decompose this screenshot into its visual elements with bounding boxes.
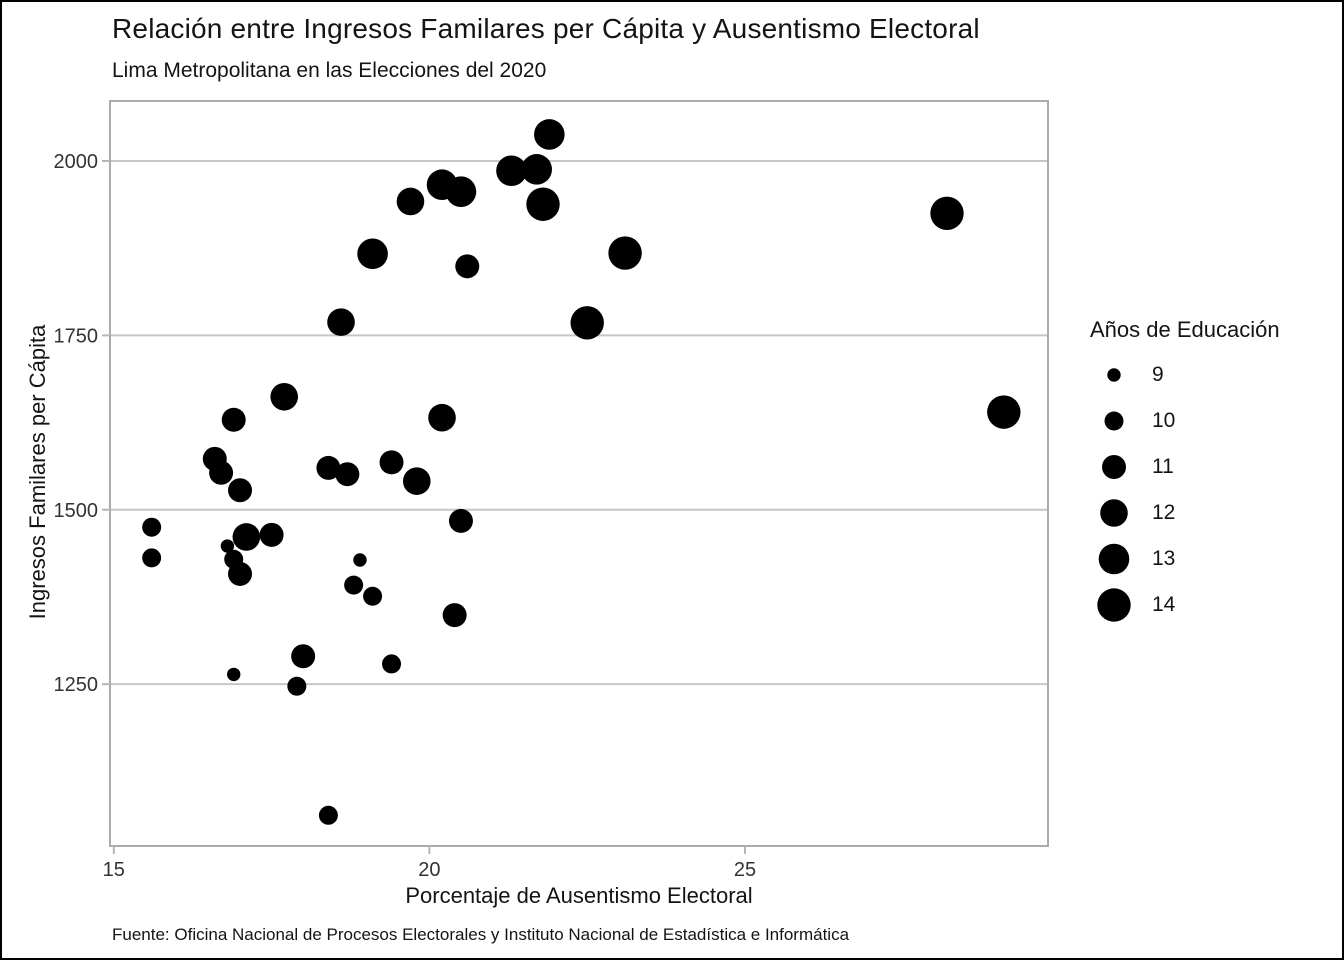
data-point (379, 450, 404, 475)
x-tick-label: 15 (103, 859, 125, 881)
legend-dot-icon (1104, 411, 1124, 431)
data-point (353, 553, 367, 567)
legend-dot-icon (1098, 543, 1130, 575)
legend: Años de Educación 9 10 11 12 13 14 (1090, 317, 1280, 628)
legend-size-swatch (1097, 588, 1131, 622)
legend-dot-icon (1102, 455, 1126, 479)
data-point (291, 644, 316, 669)
data-point (396, 187, 425, 216)
panel-border (109, 100, 1049, 847)
data-point (455, 254, 480, 279)
data-point (344, 575, 364, 595)
x-tick-label: 20 (418, 859, 440, 881)
data-point (442, 603, 467, 628)
data-point (220, 539, 235, 553)
data-point (221, 407, 246, 432)
data-point (327, 308, 355, 336)
y-tick-label: 1500 (54, 500, 99, 522)
data-point (232, 523, 261, 551)
data-point (270, 382, 299, 411)
chart-title: Relación entre Ingresos Familares per Cá… (112, 13, 980, 44)
data-point (209, 460, 234, 485)
data-point (228, 478, 253, 503)
legend-dot-icon (1107, 368, 1121, 382)
x-axis-title: Porcentaje de Ausentismo Electoral (405, 883, 753, 908)
data-point (335, 462, 360, 487)
data-point (987, 395, 1021, 429)
data-point (402, 467, 431, 495)
data-point (357, 238, 388, 270)
data-point (570, 306, 604, 340)
legend-label: 13 (1152, 547, 1176, 570)
data-point (521, 154, 553, 185)
legend-row: 10 (1090, 398, 1280, 444)
data-point (526, 187, 560, 221)
legend-dot-icon (1097, 588, 1131, 622)
legend-row: 12 (1090, 490, 1280, 536)
legend-label: 11 (1152, 455, 1174, 478)
data-point (930, 196, 964, 231)
data-point (318, 805, 338, 825)
chart-caption: Fuente: Oficina Nacional de Procesos Ele… (112, 925, 850, 944)
legend-row: 14 (1090, 582, 1280, 628)
data-point (142, 517, 162, 537)
data-point (445, 176, 477, 207)
data-point (496, 155, 527, 187)
y-axis-title: Ingresos Familares per Cápita (25, 324, 50, 620)
legend-row: 9 (1090, 352, 1280, 398)
legend-size-swatch (1107, 368, 1121, 382)
data-point (227, 667, 241, 682)
legend-size-swatch (1102, 455, 1126, 479)
legend-label: 14 (1152, 593, 1176, 616)
y-tick-label: 2000 (54, 151, 99, 173)
legend-items: 9 10 11 12 13 14 (1090, 352, 1280, 628)
x-tick-label: 25 (734, 859, 756, 881)
data-point (142, 548, 162, 568)
data-point (316, 455, 341, 480)
legend-label: 9 (1152, 363, 1164, 386)
legend-row: 13 (1090, 536, 1280, 582)
legend-label: 12 (1152, 501, 1176, 524)
legend-size-swatch (1104, 411, 1124, 431)
legend-title: Años de Educación (1090, 317, 1280, 342)
data-point (287, 676, 307, 696)
legend-size-swatch (1098, 543, 1130, 575)
legend-size-swatch (1100, 499, 1128, 527)
y-tick-label: 1750 (54, 325, 99, 347)
legend-dot-icon (1100, 499, 1128, 527)
y-tick-label: 1250 (54, 674, 99, 696)
chart-subtitle: Lima Metropolitana en las Elecciones del… (112, 59, 547, 82)
legend-label: 10 (1152, 409, 1176, 432)
data-point (448, 508, 473, 533)
data-point (382, 654, 402, 674)
legend-row: 11 (1090, 444, 1280, 490)
data-point (608, 236, 642, 270)
data-point (228, 561, 253, 586)
data-point (363, 586, 383, 606)
data-point (259, 522, 284, 547)
data-point (428, 403, 456, 432)
data-point (534, 119, 565, 150)
